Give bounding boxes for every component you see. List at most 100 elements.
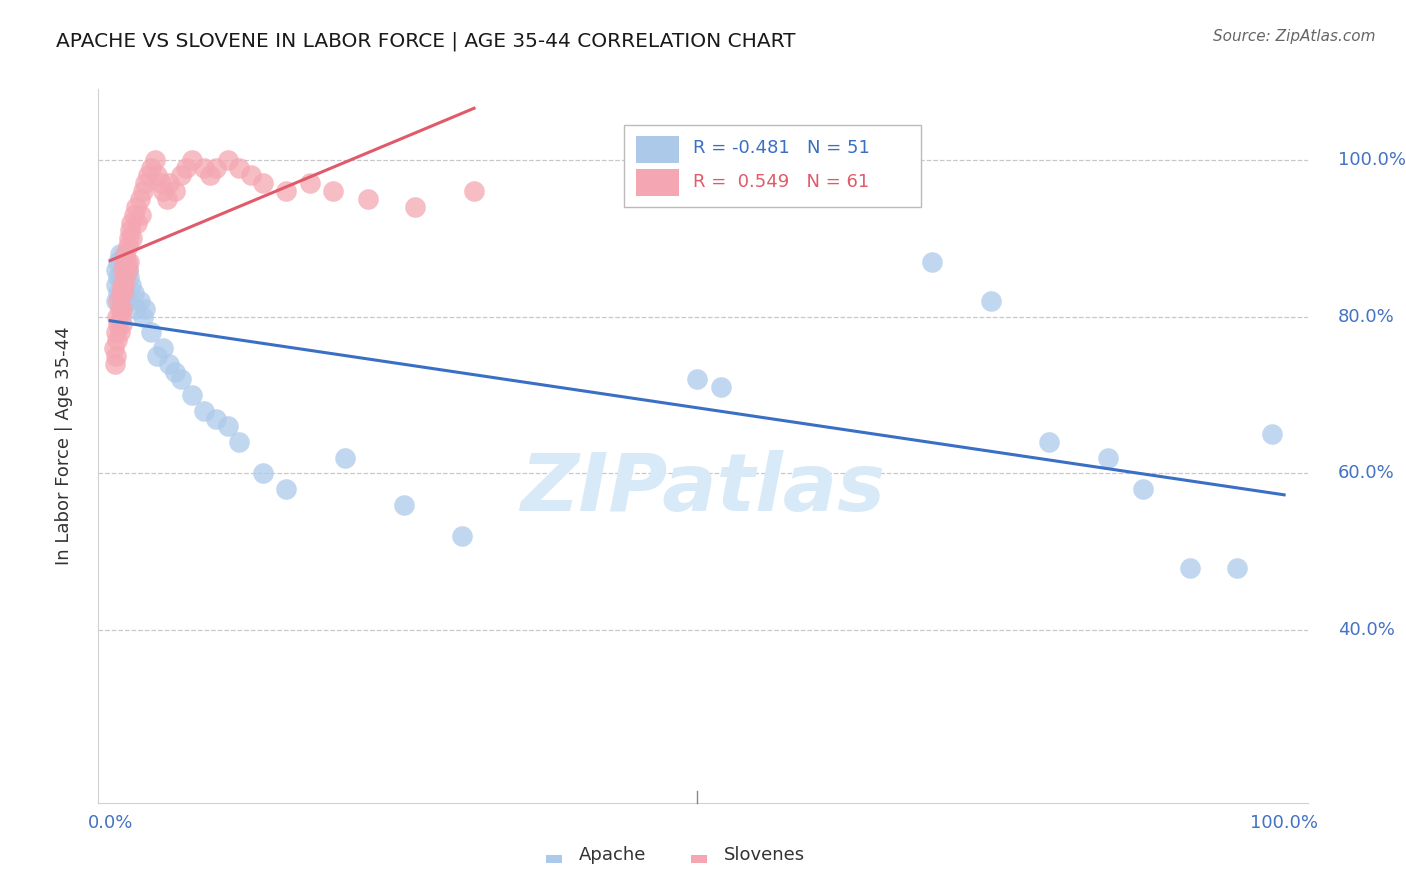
Point — [921, 254, 943, 268]
FancyBboxPatch shape — [624, 125, 921, 207]
Point — [103, 341, 125, 355]
Point — [143, 153, 166, 167]
Point — [1038, 435, 1060, 450]
Point — [108, 301, 131, 316]
Text: ZIPatlas: ZIPatlas — [520, 450, 886, 528]
Text: R =  0.549   N = 61: R = 0.549 N = 61 — [693, 173, 869, 191]
Point — [107, 254, 129, 268]
Point — [198, 169, 221, 183]
Point — [463, 184, 485, 198]
Point — [980, 293, 1002, 308]
FancyBboxPatch shape — [690, 855, 707, 863]
Point — [120, 278, 142, 293]
Point — [111, 318, 134, 332]
Point — [134, 301, 156, 316]
Point — [125, 301, 148, 316]
Point — [134, 176, 156, 190]
Point — [118, 231, 141, 245]
Point — [105, 333, 128, 347]
Point — [112, 254, 135, 268]
Point — [105, 262, 128, 277]
Text: Slovenes: Slovenes — [724, 846, 804, 863]
Point — [404, 200, 426, 214]
Point — [193, 161, 215, 175]
Point — [141, 161, 163, 175]
Point — [1132, 482, 1154, 496]
Point — [298, 176, 321, 190]
Point — [110, 274, 132, 288]
Y-axis label: In Labor Force | Age 35-44: In Labor Force | Age 35-44 — [55, 326, 73, 566]
Point — [217, 419, 239, 434]
Text: 100.0%: 100.0% — [1339, 151, 1406, 169]
Point — [181, 153, 204, 167]
Text: 80.0%: 80.0% — [1339, 308, 1395, 326]
Point — [112, 262, 135, 277]
Point — [111, 293, 134, 308]
Point — [252, 467, 274, 481]
Point — [146, 349, 169, 363]
Point — [357, 192, 380, 206]
Point — [169, 169, 191, 183]
FancyBboxPatch shape — [637, 169, 679, 196]
Point — [112, 286, 135, 301]
Point — [169, 372, 191, 386]
Point — [117, 293, 139, 308]
Text: Apache: Apache — [578, 846, 645, 863]
Point — [451, 529, 474, 543]
Point — [111, 301, 134, 316]
Point — [114, 270, 136, 285]
Point — [132, 310, 155, 324]
Point — [392, 498, 415, 512]
Point — [276, 482, 298, 496]
Point — [1261, 427, 1284, 442]
Point — [107, 293, 129, 308]
Point — [111, 270, 134, 285]
Point — [217, 153, 239, 167]
Point — [105, 310, 128, 324]
Point — [120, 223, 142, 237]
Point — [107, 318, 129, 332]
Point — [114, 247, 136, 261]
Point — [112, 278, 135, 293]
Point — [111, 278, 134, 293]
Point — [163, 364, 186, 378]
Point — [128, 293, 150, 308]
Point — [141, 326, 163, 340]
Point — [105, 293, 128, 308]
Point — [163, 184, 186, 198]
Point — [111, 251, 134, 265]
Point — [117, 262, 139, 277]
Point — [104, 357, 127, 371]
Point — [157, 176, 180, 190]
Point — [204, 411, 226, 425]
Point — [112, 278, 135, 293]
Point — [114, 286, 136, 301]
Point — [112, 259, 135, 273]
Point — [127, 215, 149, 229]
Point — [181, 388, 204, 402]
Point — [176, 161, 198, 175]
Point — [108, 247, 131, 261]
Point — [1097, 450, 1119, 465]
Point — [276, 184, 298, 198]
Point — [118, 254, 141, 268]
Point — [125, 200, 148, 214]
Point — [105, 278, 128, 293]
Text: 60.0%: 60.0% — [1339, 465, 1395, 483]
Point — [108, 267, 131, 281]
Point — [108, 326, 131, 340]
Point — [1226, 560, 1249, 574]
Point — [122, 286, 145, 301]
Point — [128, 192, 150, 206]
Point — [240, 169, 263, 183]
Point — [110, 310, 132, 324]
Text: 40.0%: 40.0% — [1339, 622, 1395, 640]
Point — [105, 349, 128, 363]
Point — [193, 403, 215, 417]
Point — [149, 176, 172, 190]
Point — [252, 176, 274, 190]
Point — [107, 286, 129, 301]
FancyBboxPatch shape — [637, 136, 679, 162]
Point — [117, 239, 139, 253]
Point — [146, 169, 169, 183]
